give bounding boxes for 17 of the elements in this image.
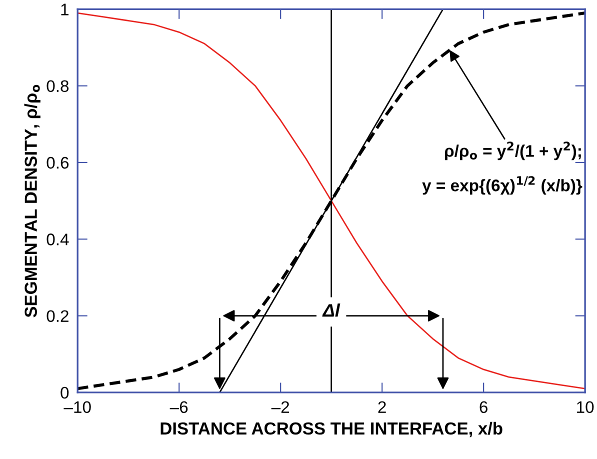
y-axis-title: SEGMENTAL DENSITY, ρ/ρ$_{o}$ [24,84,40,318]
x-tick-label: 6 [480,401,488,414]
y-tick-label: 0.4 [46,234,69,246]
y-tick-label: 0.2 [46,310,68,322]
y-tick-label: 0 [60,386,69,399]
x-tick-label: 10 [577,401,594,414]
x-tick-label: 2 [378,401,386,413]
y-tick-label: 1 [61,4,68,16]
annotation: y = exp{(6χ)$^{1/2}$ (x/b)} [422,176,582,195]
y-tick-label: 0.6 [46,156,69,169]
y-tick-label: 0.8 [46,80,69,92]
x-tick-label: –10 [64,401,91,414]
annotation: Δl [322,304,340,317]
annotation: ρ/ρ$_{o}$ = y$^{2}$/(1 + y$^{2}$); [445,142,581,160]
x-tick-label: –6 [170,401,188,414]
x-tick-label: –2 [271,401,290,413]
x-axis-title: DISTANCE ACROSS THE INTERFACE, x/b [160,422,502,438]
